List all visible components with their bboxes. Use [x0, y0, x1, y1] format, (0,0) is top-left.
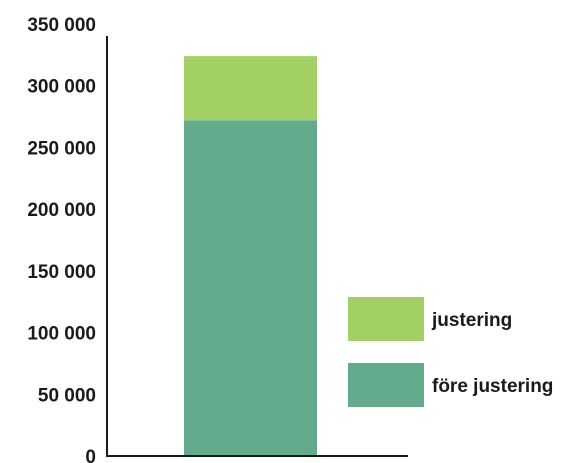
- y-tick-label: 250 000: [27, 138, 96, 159]
- legend-label-1: justering: [431, 310, 512, 331]
- bar-segment-1: [184, 56, 317, 121]
- bar-segment-0: [184, 120, 317, 456]
- y-tick-label: 150 000: [27, 262, 96, 283]
- y-tick-label: 100 000: [27, 324, 96, 345]
- y-tick-label: 300 000: [27, 77, 96, 98]
- bars: [184, 56, 317, 456]
- y-axis-tick-labels: 0 50 000 100 000 150 000 200 000 250 000 300 0…: [27, 15, 96, 463]
- y-tick-label: 0: [85, 447, 96, 463]
- y-tick-label: 50 000: [38, 385, 96, 406]
- legend: justering före justering: [348, 297, 553, 407]
- y-tick-label: 200 000: [27, 200, 96, 221]
- legend-swatch-1: [348, 297, 424, 341]
- legend-label-0: före justering: [432, 376, 553, 397]
- legend-swatch-0: [348, 363, 424, 407]
- y-tick-label: 350 000: [27, 15, 96, 36]
